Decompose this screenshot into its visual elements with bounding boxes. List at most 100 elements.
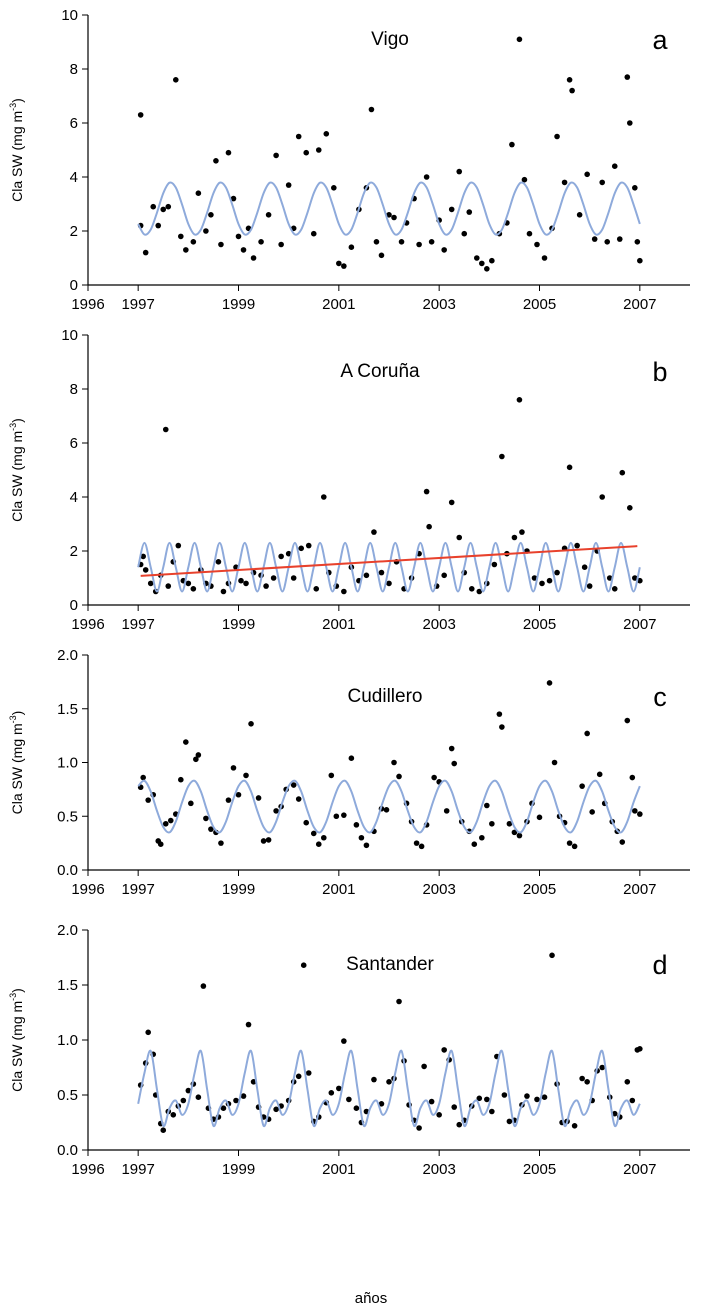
y-tick-label: 10 [61, 327, 78, 344]
data-point [225, 797, 232, 803]
panel: 0 2 4 6 8 10 1996 1997 1999 2001 2003 2005 2007 Cla S… [8, 327, 690, 633]
data-point [443, 808, 450, 814]
data-point [448, 206, 455, 213]
x-tick-label: 2005 [523, 1161, 556, 1178]
data-point [147, 580, 154, 587]
data-point [278, 553, 284, 560]
data-point [250, 255, 257, 261]
data-point [183, 739, 189, 745]
data-point [576, 212, 583, 218]
data-point [441, 572, 447, 579]
data-point [473, 255, 480, 261]
data-point [461, 230, 468, 237]
data-point [305, 542, 312, 549]
data-point [240, 247, 247, 253]
data-point [178, 233, 184, 240]
data-point [243, 580, 249, 587]
data-point [551, 759, 558, 766]
data-point [238, 577, 244, 584]
y-tick-label: 1.5 [57, 977, 78, 994]
data-point [140, 774, 146, 781]
data-point [353, 1105, 360, 1111]
y-label-text: Cla SW (mg m [9, 723, 25, 814]
y-tick-label: 2 [70, 223, 78, 240]
data-point [230, 195, 237, 202]
panel-label: a [652, 25, 668, 55]
data-point [260, 838, 267, 844]
x-tick-label: 2005 [523, 296, 556, 313]
x-tick-label: 2003 [422, 616, 455, 633]
x-tick-label: 2003 [422, 296, 455, 313]
panel-label: b [652, 357, 667, 387]
data-point [534, 241, 540, 248]
data-point [203, 228, 209, 234]
fit-line [140, 545, 638, 577]
data-point [240, 1093, 247, 1099]
y-tick-label: 1.5 [57, 701, 78, 718]
data-point [448, 499, 455, 506]
data-point [632, 575, 638, 581]
data-point [165, 583, 172, 589]
y-label-sup: -3 [8, 103, 18, 111]
data-point [619, 469, 626, 476]
fit-line [137, 181, 641, 236]
data-point [637, 811, 643, 817]
data-point [584, 171, 590, 178]
data-point [315, 841, 322, 847]
data-point [348, 244, 355, 250]
data-point [484, 802, 490, 809]
data-point [566, 464, 573, 471]
data-point [611, 1110, 618, 1117]
data-point [466, 209, 473, 215]
data-point [619, 839, 626, 845]
panel: 0.0 0.5 1.0 1.5 2.0 1996 1997 1999 2001 2003 2005 2… [8, 922, 690, 1307]
data-point [611, 163, 618, 169]
data-point [516, 397, 523, 403]
data-point [358, 834, 365, 841]
data-point [172, 77, 179, 83]
data-point [489, 820, 495, 827]
y-axis-label: Cla SW (mg m-3) [8, 711, 25, 815]
data-point [549, 952, 555, 959]
data-point [183, 247, 189, 253]
y-tick-label: 1.0 [57, 1032, 78, 1049]
data-point [499, 453, 505, 460]
x-tick-label: 2001 [322, 1161, 355, 1178]
data-point [140, 553, 146, 560]
x-tick-label: 1997 [121, 881, 154, 898]
y-label-end: ) [9, 418, 25, 423]
data-point [526, 230, 533, 237]
y-label-sup: -3 [8, 423, 18, 431]
y-tick-label: 4 [70, 169, 78, 186]
data-point [506, 820, 513, 827]
data-point [378, 252, 385, 259]
data-point [396, 998, 402, 1005]
data-point [391, 759, 397, 766]
data-point [310, 830, 317, 837]
data-point [152, 588, 159, 595]
data-point [386, 212, 392, 218]
data-point [328, 772, 335, 779]
data-point [162, 426, 169, 433]
y-tick-label: 2.0 [57, 922, 78, 939]
data-point [190, 239, 197, 245]
data-point [501, 1092, 508, 1098]
data-point [348, 755, 355, 761]
y-tick-label: 8 [70, 61, 78, 78]
data-point [157, 841, 164, 847]
panel: 0.0 0.5 1.0 1.5 2.0 1996 1997 1999 2001 2003 2005 2… [8, 647, 690, 898]
fit-line [137, 1049, 641, 1128]
y-tick-label: 0 [70, 277, 78, 294]
data-point [263, 583, 269, 589]
y-axis-label: Cla SW (mg m-3) [8, 98, 25, 202]
data-point [270, 575, 277, 581]
data-point [489, 1108, 495, 1115]
data-point [546, 680, 553, 686]
data-point [448, 745, 455, 752]
data-point [233, 1097, 239, 1104]
data-point [295, 133, 302, 140]
x-tick-label: 1997 [121, 1161, 154, 1178]
data-point [303, 819, 310, 826]
data-point [561, 179, 568, 186]
data-point [521, 176, 528, 183]
